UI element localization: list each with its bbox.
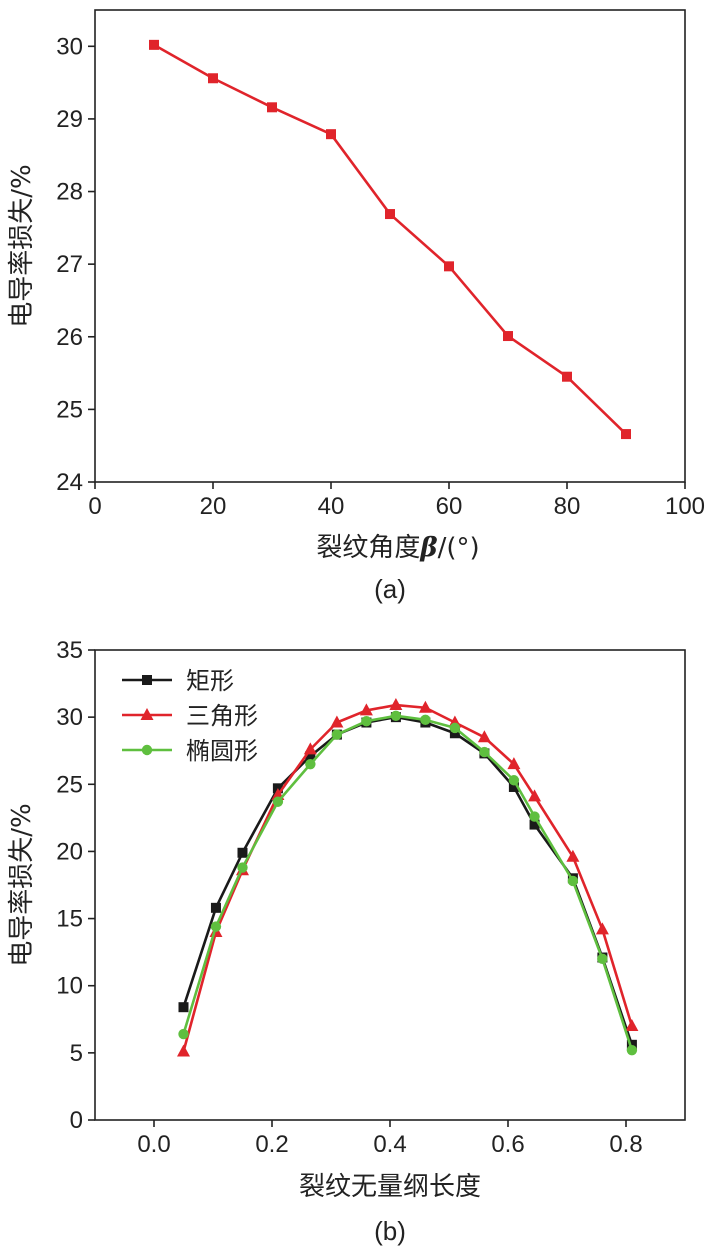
- chart-b-ytick-label: 25: [56, 771, 83, 798]
- chart-b-series-1-point: [595, 922, 609, 935]
- chart-a-ytick-label: 24: [56, 469, 83, 496]
- chart-a-xtick-label: 20: [200, 493, 227, 520]
- chart-b-series-0-point: [529, 819, 540, 830]
- chart-b-ytick-label: 30: [56, 704, 83, 731]
- chart-b-series-2-point: [508, 775, 520, 786]
- chart-b-series-1-point: [625, 1019, 639, 1031]
- chart-b-series-0-point: [305, 751, 316, 762]
- chart-b-series-2-point: [361, 715, 372, 727]
- legend-label-0: 矩形: [186, 667, 234, 695]
- chart-a-ytick-label: 30: [56, 33, 83, 60]
- chart-a-ytick-label: 29: [56, 106, 83, 133]
- chart-a-series-0-line: [153, 43, 627, 436]
- chart-b-series-2-point: [237, 862, 248, 873]
- chart-b-series-0-point: [237, 847, 248, 858]
- legend-marker-1: [140, 708, 154, 720]
- chart-b-series-2-point: [331, 729, 343, 740]
- chart-b-series-2-point: [567, 875, 579, 887]
- chart-b-xtick-label: 0.2: [255, 1131, 288, 1158]
- chart-a-xlabel: 裂纹角度β/(°): [316, 533, 479, 563]
- chart-b-series-0-line: [182, 715, 634, 1046]
- chart-a-ylabel: 电导率损失/%: [7, 164, 37, 327]
- chart-b-series-0-point: [626, 1039, 637, 1050]
- chart-a-series-0-point: [208, 73, 218, 84]
- chart-a-series-0-point: [444, 261, 454, 272]
- chart-b-series-1-point: [477, 730, 491, 743]
- legend-label-1: 三角形: [186, 702, 258, 730]
- chart-b-xtick-label: 0.0: [137, 1131, 170, 1158]
- chart-b-series-2-point: [420, 714, 431, 726]
- chart-a-ytick-label: 25: [56, 396, 83, 423]
- chart-b-ytick-label: 35: [56, 637, 83, 664]
- chart-b-series-2-point: [305, 758, 316, 770]
- chart-a-ytick-label: 26: [56, 324, 83, 351]
- chart-b-series-1-point: [507, 757, 521, 770]
- chart-b-xlabel: 裂纹无量纲长度: [299, 1172, 481, 1202]
- chart-b-series-1-point: [177, 1044, 190, 1057]
- chart-b-xtick-label: 0.6: [491, 1131, 524, 1158]
- chart-b-series-2-point: [178, 1028, 189, 1040]
- chart-b-ytick-label: 10: [56, 973, 83, 1000]
- chart-b-series-2-point: [449, 722, 461, 734]
- chart-b-xtick-label: 0.8: [609, 1131, 642, 1158]
- chart-b-series-2-point: [390, 710, 402, 721]
- chart-b-series-2-point: [479, 746, 490, 758]
- chart-b-series-2-point: [529, 811, 540, 822]
- chart-a-ticks: 0 20 40 60 80 100 24 25 26 27 28 29 30: [56, 33, 705, 520]
- chart-a-series: [149, 39, 631, 440]
- chart-a-xlabel-unit: /(°): [438, 533, 480, 563]
- chart-b-series-2-point: [626, 1044, 638, 1056]
- chart-b-ticks: 0.0 0.2 0.4 0.6 0.8 0 5 10 15 20 25 30 35: [56, 637, 642, 1158]
- chart-a-xtick-label: 40: [318, 493, 345, 520]
- chart-b-series-2-point: [597, 953, 608, 965]
- chart-b-series-1-point: [418, 700, 432, 713]
- chart-b-series-1-point: [389, 698, 403, 711]
- chart-a-caption: (a): [374, 574, 406, 604]
- chart-a-ytick-label: 28: [56, 179, 83, 206]
- chart-a-xtick-label: 60: [436, 493, 463, 520]
- chart-a-series-0-point: [326, 129, 336, 140]
- chart-b-series-1-point: [528, 789, 542, 802]
- legend-label-2: 椭圆形: [186, 737, 258, 765]
- legend-marker-2: [141, 744, 153, 756]
- chart-b-series-0-point: [449, 728, 460, 739]
- chart-b-ylabel: 电导率损失/%: [7, 803, 37, 966]
- chart-a-plot-frame: [94, 9, 686, 483]
- chart-b-series: [177, 698, 639, 1057]
- chart-a-xlabel-main: 裂纹角度: [316, 533, 420, 563]
- legend-marker-0: [142, 675, 152, 685]
- chart-b-xtick-label: 0.4: [373, 1131, 406, 1158]
- chart-a-series-0-point: [385, 209, 395, 220]
- chart-a-xlabel-symbol: β: [419, 533, 437, 563]
- chart-a-xtick-label: 0: [88, 493, 101, 520]
- chart-b-series-1-point: [330, 715, 344, 728]
- chart-b-series-1-point: [303, 742, 317, 755]
- chart-b-series-0-point: [210, 902, 221, 913]
- chart-a-xtick-label: 100: [665, 493, 705, 520]
- chart-a-series-0-point: [562, 371, 572, 382]
- chart-b-ytick-label: 5: [70, 1040, 83, 1067]
- chart-b-ytick-label: 0: [70, 1107, 83, 1134]
- chart-a-series-0-point: [621, 429, 631, 440]
- chart-b-series-0-point: [508, 781, 519, 792]
- chart-b-series-1-point: [359, 703, 373, 716]
- chart-b-series-2-line: [182, 714, 634, 1051]
- chart-a-series-0-point: [503, 331, 513, 342]
- chart-b-series-0-point: [178, 1002, 189, 1013]
- chart-a-series-0-point: [267, 102, 277, 113]
- chart-b-series-2-point: [272, 796, 284, 807]
- chart-a-series-0-point: [149, 39, 159, 50]
- chart-a: 0 20 40 60 80 100 24 25 26 27 28 29 30 电导率损失/% 裂纹角度β…: [7, 9, 705, 604]
- chart-b-series-2-point: [210, 921, 222, 932]
- chart-b-ytick-label: 15: [56, 906, 83, 933]
- chart-b-series-1-point: [566, 849, 580, 862]
- chart-a-ytick-label: 27: [56, 251, 83, 278]
- chart-a-xtick-label: 80: [554, 493, 581, 520]
- chart-b-caption: (b): [374, 1216, 406, 1246]
- chart-b-ytick-label: 20: [56, 838, 83, 865]
